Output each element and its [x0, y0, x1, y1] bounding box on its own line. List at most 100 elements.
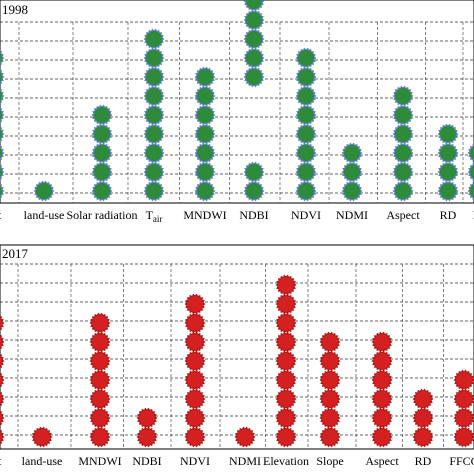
data-point	[197, 164, 213, 180]
data-point	[278, 334, 294, 350]
data-point	[92, 391, 108, 407]
data-point	[456, 372, 472, 388]
data-point	[0, 412, 2, 424]
data-point	[0, 317, 2, 329]
data-point	[0, 374, 2, 386]
data-point	[246, 31, 262, 47]
data-point	[374, 429, 390, 445]
data-point	[0, 109, 2, 121]
category-label: Elevation	[263, 454, 309, 468]
data-point	[187, 391, 203, 407]
data-point	[415, 410, 431, 426]
data-point	[456, 391, 472, 407]
data-point	[278, 277, 294, 293]
data-point	[0, 185, 2, 197]
data-point	[322, 391, 338, 407]
data-point	[146, 183, 162, 199]
data-point	[197, 145, 213, 161]
data-point	[298, 145, 314, 161]
data-point	[374, 410, 390, 426]
data-point	[92, 410, 108, 426]
data-point	[246, 12, 262, 28]
data-point	[197, 126, 213, 142]
panel-frame	[0, 0, 474, 204]
data-point	[322, 372, 338, 388]
category-label: NDBI	[132, 454, 161, 468]
data-point	[278, 296, 294, 312]
category-label: NDBI	[239, 208, 268, 222]
data-point	[278, 391, 294, 407]
data-point	[0, 393, 2, 405]
data-point	[139, 410, 155, 426]
data-point	[374, 353, 390, 369]
data-point	[0, 52, 2, 64]
data-point	[197, 88, 213, 104]
data-point	[440, 145, 456, 161]
data-point	[0, 71, 2, 83]
data-point	[374, 372, 390, 388]
data-point	[298, 69, 314, 85]
data-point	[187, 353, 203, 369]
data-point	[395, 126, 411, 142]
data-point	[246, 183, 262, 199]
data-point	[395, 107, 411, 123]
data-point	[470, 165, 474, 179]
data-point	[92, 353, 108, 369]
category-label: MNDWI	[183, 208, 226, 222]
data-point	[298, 107, 314, 123]
data-point	[92, 429, 108, 445]
panel-frame	[0, 244, 474, 450]
data-point	[187, 315, 203, 331]
data-point	[146, 50, 162, 66]
category-label: Aspect	[365, 454, 399, 468]
data-point	[187, 429, 203, 445]
data-point	[298, 164, 314, 180]
category-label: ept	[0, 454, 2, 468]
category-label: RD	[440, 208, 457, 222]
category-label: land-use	[24, 208, 65, 222]
category-label: MNDWI	[78, 454, 121, 468]
data-point	[0, 431, 2, 443]
data-point	[146, 31, 162, 47]
data-point	[34, 429, 50, 445]
category-label: Aspect	[386, 208, 420, 222]
data-point	[246, 164, 262, 180]
panel-title: 1998	[2, 2, 28, 17]
data-point	[456, 410, 472, 426]
data-point	[322, 429, 338, 445]
category-label: FI	[473, 208, 474, 222]
data-point	[470, 184, 474, 198]
data-point	[36, 183, 52, 199]
category-label: NDVI	[291, 208, 321, 222]
data-point	[94, 145, 110, 161]
data-point	[298, 50, 314, 66]
data-point	[94, 183, 110, 199]
data-point	[94, 164, 110, 180]
data-point	[322, 353, 338, 369]
data-point	[298, 126, 314, 142]
data-point	[187, 296, 203, 312]
data-point	[246, 69, 262, 85]
data-point	[146, 107, 162, 123]
data-point	[395, 145, 411, 161]
data-point	[0, 128, 2, 140]
data-point	[246, 50, 262, 66]
data-point	[470, 146, 474, 160]
data-point	[322, 410, 338, 426]
data-point	[298, 88, 314, 104]
data-point	[344, 145, 360, 161]
category-label: RD	[415, 454, 432, 468]
data-point	[344, 183, 360, 199]
data-point	[146, 164, 162, 180]
data-point	[278, 372, 294, 388]
data-point	[246, 0, 262, 9]
data-point	[278, 353, 294, 369]
panel-title: 2017	[2, 246, 29, 261]
data-point	[278, 410, 294, 426]
data-point	[374, 391, 390, 407]
data-point	[0, 336, 2, 348]
data-point	[0, 147, 2, 159]
category-label: NDMI	[229, 454, 261, 468]
